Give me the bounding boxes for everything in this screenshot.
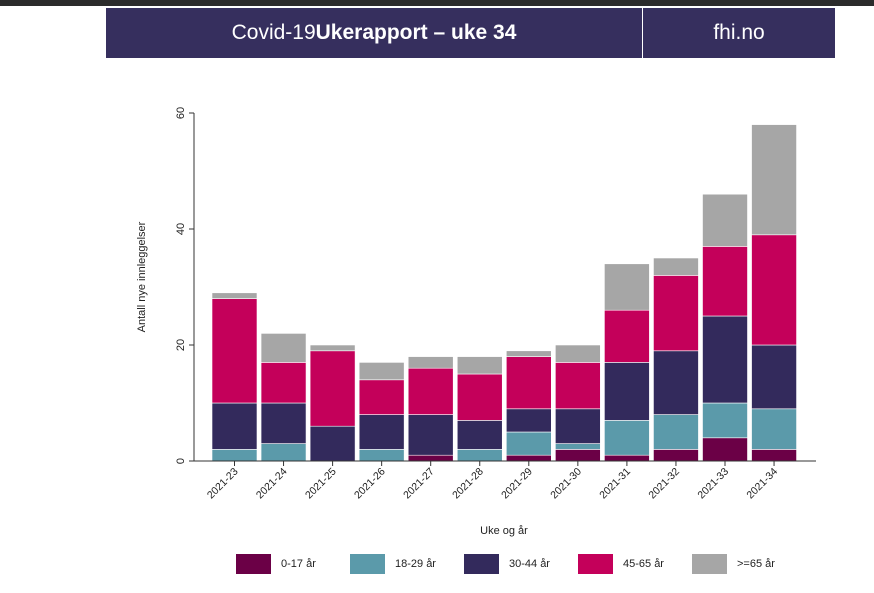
bar-segment xyxy=(456,420,503,450)
legend-swatch xyxy=(350,554,385,574)
x-tick-label: 2021-24 xyxy=(254,466,290,502)
bar-segment xyxy=(653,275,699,352)
y-tick-label: 20 xyxy=(175,339,187,351)
x-axis-label: Uke og år xyxy=(480,525,528,537)
bar-segment xyxy=(751,124,797,236)
bar-segment xyxy=(505,454,552,462)
bar-segment xyxy=(407,367,454,415)
report-title-prefix: Covid-19 xyxy=(231,21,316,44)
bar-segment xyxy=(211,402,258,450)
legend-swatch xyxy=(692,554,727,574)
bars-group xyxy=(211,124,797,462)
bar-segment xyxy=(260,362,307,404)
bar-segment xyxy=(702,402,748,439)
bar-segment xyxy=(358,362,405,381)
bar-segment xyxy=(751,449,797,462)
bar-segment xyxy=(407,414,454,456)
bar-segment xyxy=(211,298,258,404)
bar-segment xyxy=(456,356,503,375)
bar-segment xyxy=(702,246,748,317)
bar-segment xyxy=(211,449,258,462)
bar-segment xyxy=(505,350,552,357)
bar-segment xyxy=(260,443,307,462)
x-tick-label: 2021-33 xyxy=(695,466,731,502)
bar-segment xyxy=(653,350,699,415)
x-tick-label: 2021-32 xyxy=(646,466,682,502)
legend-label: 0-17 år xyxy=(281,558,316,570)
legend-item: 30-44 år xyxy=(464,554,578,574)
bar-segment xyxy=(555,443,601,450)
bar-segment xyxy=(260,333,307,363)
x-tick-label: 2021-31 xyxy=(597,466,633,502)
bar-segment xyxy=(358,449,405,462)
bar-segment xyxy=(407,454,454,462)
x-tick-label: 2021-34 xyxy=(744,466,780,502)
legend-swatch xyxy=(236,554,271,574)
bar-segment xyxy=(702,437,748,462)
report-title-bold: Ukerapport – uke 34 xyxy=(315,21,517,44)
legend-swatch xyxy=(578,554,613,574)
bar-segment xyxy=(211,292,258,299)
x-tick-label: 2021-29 xyxy=(499,466,535,502)
legend-label: 30-44 år xyxy=(509,558,550,570)
bar-segment xyxy=(505,356,552,410)
chart-legend: 0-17 år 18-29 år 30-44 år 45-65 år >=65 år xyxy=(236,553,806,575)
bar-segment xyxy=(604,420,650,456)
x-tick-label: 2021-28 xyxy=(450,466,486,502)
legend-item: 45-65 år xyxy=(578,554,692,574)
bar-segment xyxy=(358,379,405,415)
report-header: Covid-19 Ukerapport – uke 34 fhi.no xyxy=(106,8,835,58)
report-title: Covid-19 Ukerapport – uke 34 xyxy=(106,8,643,58)
bar-segment xyxy=(604,362,650,421)
bar-segment xyxy=(751,344,797,410)
legend-item: >=65 år xyxy=(692,554,806,574)
top-border xyxy=(0,0,874,6)
bar-segment xyxy=(555,408,601,444)
bar-segment xyxy=(309,344,356,352)
bar-segment xyxy=(604,309,650,363)
bar-segment xyxy=(260,402,307,444)
x-tick-label: 2021-25 xyxy=(303,466,339,502)
x-tick-label: 2021-27 xyxy=(401,466,437,502)
bar-segment xyxy=(653,449,699,462)
bar-segment xyxy=(555,362,601,410)
legend-label: 18-29 år xyxy=(395,558,436,570)
legend-swatch xyxy=(464,554,499,574)
x-tick-label: 2021-30 xyxy=(548,466,584,502)
bar-segment xyxy=(604,263,650,311)
legend-label: 45-65 år xyxy=(623,558,664,570)
bar-segment xyxy=(604,454,650,462)
bar-segment xyxy=(309,425,356,462)
y-axis-label: Antall nye innleggelser xyxy=(136,221,148,332)
bar-segment xyxy=(309,350,356,427)
bar-segment xyxy=(702,315,748,404)
bar-segment xyxy=(555,344,601,363)
site-name: fhi.no xyxy=(713,21,765,44)
bar-segment xyxy=(456,449,503,462)
bar-segment xyxy=(751,234,797,346)
bar-segment xyxy=(407,356,454,369)
legend-item: 18-29 år xyxy=(350,554,464,574)
bar-segment xyxy=(751,408,797,450)
bar-segment xyxy=(358,414,405,450)
bar-segment xyxy=(555,449,601,462)
y-tick-label: 40 xyxy=(175,223,187,235)
bar-segment xyxy=(653,414,699,450)
bar-segment xyxy=(505,408,552,433)
y-tick-label: 60 xyxy=(175,107,187,119)
bar-segment xyxy=(456,373,503,421)
y-tick-label: 0 xyxy=(175,458,187,464)
bar-segment xyxy=(702,193,748,247)
legend-item: 0-17 år xyxy=(236,554,350,574)
x-tick-label: 2021-26 xyxy=(352,466,388,502)
bar-segment xyxy=(653,257,699,276)
legend-label: >=65 år xyxy=(737,558,775,570)
bar-segment xyxy=(505,431,552,456)
x-tick-label: 2021-23 xyxy=(205,466,241,502)
